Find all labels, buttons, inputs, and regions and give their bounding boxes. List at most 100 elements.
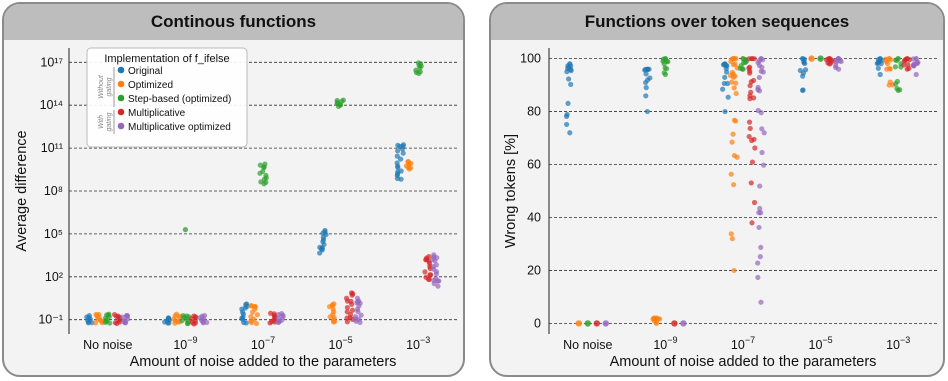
- data-point: [93, 311, 99, 318]
- data-point: [747, 96, 753, 102]
- data-point: [836, 66, 842, 72]
- data-point: [662, 65, 668, 71]
- data-point: [643, 93, 649, 99]
- data-point: [877, 55, 883, 62]
- data-point: [760, 69, 766, 75]
- data-point: [730, 71, 736, 77]
- legend-entry: Original: [128, 66, 162, 77]
- data-point: [836, 55, 842, 62]
- data-point: [725, 94, 731, 100]
- data-point: [92, 320, 99, 326]
- data-point: [905, 62, 911, 68]
- data-point: [332, 318, 338, 325]
- data-point: [747, 83, 753, 89]
- data-point: [653, 320, 659, 327]
- y-tick-label: 10²: [45, 270, 63, 284]
- data-point: [426, 253, 432, 260]
- data-point: [602, 320, 609, 327]
- data-point: [584, 320, 591, 327]
- data-point: [758, 55, 764, 62]
- data-point: [734, 154, 740, 160]
- data-point: [731, 117, 738, 123]
- data-point: [568, 81, 574, 88]
- data-point: [751, 199, 758, 206]
- x-tick-label: No noise: [563, 338, 612, 352]
- data-point: [747, 70, 753, 76]
- data-point: [732, 61, 738, 67]
- data-point: [827, 55, 833, 62]
- y-tick-label: 0: [534, 316, 541, 330]
- data-point: [111, 311, 118, 318]
- y-axis-label: Wrong tokens [%]: [503, 134, 519, 248]
- data-point: [755, 260, 761, 266]
- data-point: [398, 176, 404, 182]
- data-point: [748, 89, 754, 95]
- continuous-functions-chart: 10⁻¹ 10² 10⁵ 10⁸ 10¹¹ 10¹⁴ 10¹⁷ No noise 10−9 10−…: [14, 47, 457, 370]
- data-point: [747, 125, 753, 132]
- data-point: [817, 55, 824, 62]
- y-tick-label: 10¹¹: [41, 141, 63, 155]
- data-point: [729, 139, 735, 145]
- data-point: [748, 180, 754, 186]
- legend-entry: Multiplicative optimized: [128, 122, 231, 133]
- data-point: [746, 65, 752, 71]
- data-point: [165, 315, 172, 321]
- data-point: [895, 87, 901, 93]
- data-point: [914, 60, 920, 66]
- token-sequences-chart: 0 20 40 60 80 100 No noise 10−9 10−7 10−5 10−3 Amou…: [503, 48, 937, 370]
- data-point: [344, 304, 350, 311]
- data-point: [901, 62, 907, 68]
- data-point: [662, 55, 668, 62]
- data-point: [413, 67, 419, 73]
- data-point: [749, 55, 755, 62]
- data-point: [671, 320, 678, 327]
- continuous-functions-panel: Continous functions 10⁻¹ 10² 10⁵ 10⁸ 10¹¹ 10¹…: [2, 2, 465, 377]
- data-point: [884, 61, 891, 67]
- token-sequences-panel: Functions over token sequences 0 20 40 60 80…: [489, 2, 945, 377]
- data-point: [344, 315, 350, 321]
- data-point: [252, 303, 258, 310]
- data-point: [173, 311, 180, 317]
- x-tick-label: No noise: [83, 338, 132, 352]
- legend-title: Implementation of f_ifelse: [104, 53, 229, 65]
- y-tick-label: 10⁻¹: [38, 313, 63, 327]
- data-point: [275, 315, 282, 321]
- data-point: [884, 66, 890, 72]
- data-point: [752, 145, 758, 151]
- x-tick-label: 10−7: [251, 335, 275, 352]
- data-point: [262, 161, 268, 167]
- data-point: [182, 227, 188, 233]
- legend-marker: [117, 94, 125, 102]
- data-point: [567, 61, 573, 67]
- x-tick-label: 10−3: [406, 335, 430, 352]
- data-point: [749, 159, 756, 165]
- grid-lines: [549, 58, 937, 324]
- x-axis-label: Amount of noise added to the parameters: [130, 354, 397, 370]
- data-point: [257, 162, 263, 168]
- data-point: [268, 310, 274, 316]
- legend-marker: [117, 66, 125, 74]
- legend-marker: [117, 80, 125, 88]
- data-point: [733, 90, 739, 97]
- data-point: [428, 272, 434, 278]
- data-point: [564, 121, 570, 128]
- data-point: [731, 55, 737, 62]
- data-point: [405, 159, 411, 165]
- data-point: [275, 311, 282, 318]
- data-point: [644, 66, 650, 72]
- data-point: [191, 313, 197, 319]
- data-point: [721, 80, 727, 87]
- data-point: [201, 312, 208, 319]
- data-point: [755, 87, 761, 93]
- data-point: [808, 55, 815, 62]
- data-point: [757, 205, 763, 212]
- data-point: [86, 313, 92, 319]
- data-point: [106, 311, 112, 317]
- data-point: [423, 274, 429, 280]
- data-point: [913, 55, 919, 62]
- data-point: [751, 136, 757, 142]
- data-point: [662, 71, 668, 78]
- data-point: [731, 85, 737, 91]
- x-tick-label: 10−5: [809, 335, 833, 352]
